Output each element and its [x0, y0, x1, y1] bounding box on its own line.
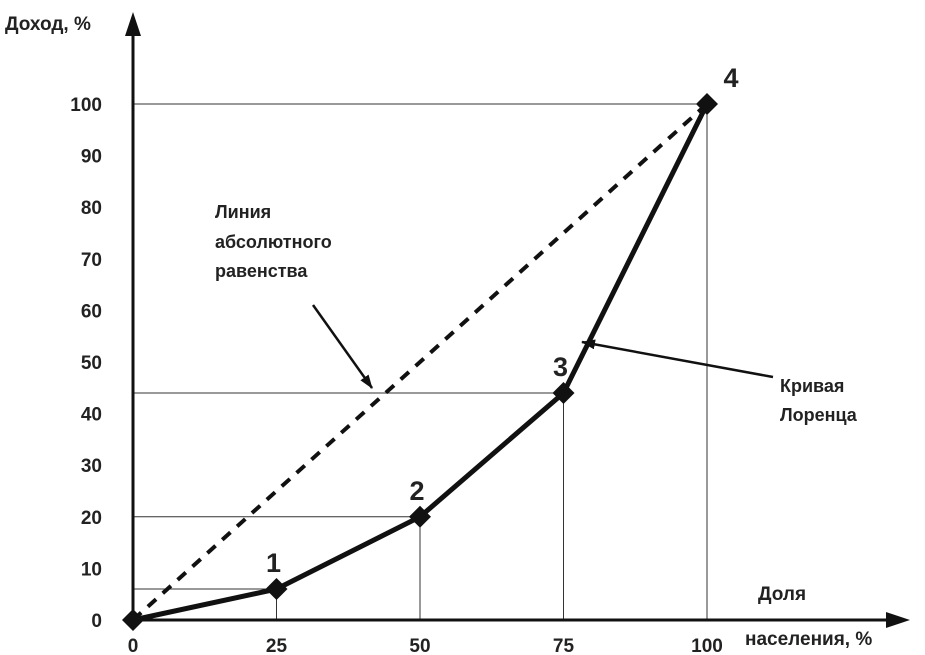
- y-axis-arrow-icon: [125, 12, 141, 36]
- y-tick-label: 50: [81, 353, 102, 374]
- point-label: 3: [553, 352, 568, 382]
- point-marker: [265, 578, 288, 601]
- y-tick-label: 10: [81, 559, 102, 580]
- y-tick-label: 60: [81, 301, 102, 322]
- axes: [125, 12, 910, 628]
- point-marker: [696, 93, 718, 115]
- point-label: 1: [266, 548, 281, 578]
- point-label: 2: [409, 476, 424, 506]
- y-axis-title: Доход, %: [5, 14, 91, 35]
- x-tick-label: 100: [691, 636, 723, 655]
- y-tick-label: 90: [81, 147, 102, 168]
- point-label: 4: [723, 63, 738, 93]
- point-marker: [409, 505, 431, 528]
- y-tick-label: 0: [91, 611, 102, 632]
- y-tick-label: 30: [81, 456, 102, 477]
- x-tick-label: 75: [553, 636, 575, 655]
- point-markers: 1 2 3 4: [122, 63, 739, 631]
- x-axis-title-line-1: Доля: [758, 584, 806, 605]
- point-marker: [552, 381, 575, 404]
- lorenz-label-line-1: Кривая: [780, 376, 844, 396]
- y-tick-label: 70: [81, 250, 102, 271]
- lorenz-label-line-2: Лоренца: [780, 405, 858, 425]
- x-tick-label: 25: [266, 636, 288, 655]
- x-axis-title-line-2: населения, %: [745, 629, 872, 650]
- x-axis-arrow-icon: [886, 612, 910, 628]
- equality-label-line-3: равенства: [215, 261, 308, 281]
- equality-label-line-2: абсолютного: [215, 232, 332, 252]
- guide-lines: [133, 103, 708, 620]
- tick-labels: 0 10 20 30 40 50 60 70 80 90 100 0 25 50 75 100: [70, 95, 723, 655]
- y-tick-label: 40: [81, 405, 102, 426]
- y-tick-label: 80: [81, 198, 102, 219]
- point-marker: [122, 609, 144, 631]
- lorenz-curve-annotation: Кривая Лоренца: [581, 339, 858, 425]
- lorenz-arrow: [581, 339, 774, 379]
- equality-line: [131, 102, 709, 622]
- x-tick-label: 50: [409, 636, 430, 655]
- y-tick-label: 100: [70, 95, 102, 116]
- equality-label-line-1: Линия: [215, 202, 271, 222]
- equality-arrow: [311, 304, 374, 389]
- equality-line-annotation: Линия абсолютного равенства: [215, 202, 374, 389]
- y-tick-label: 20: [81, 508, 102, 529]
- x-tick-label: 0: [128, 636, 139, 655]
